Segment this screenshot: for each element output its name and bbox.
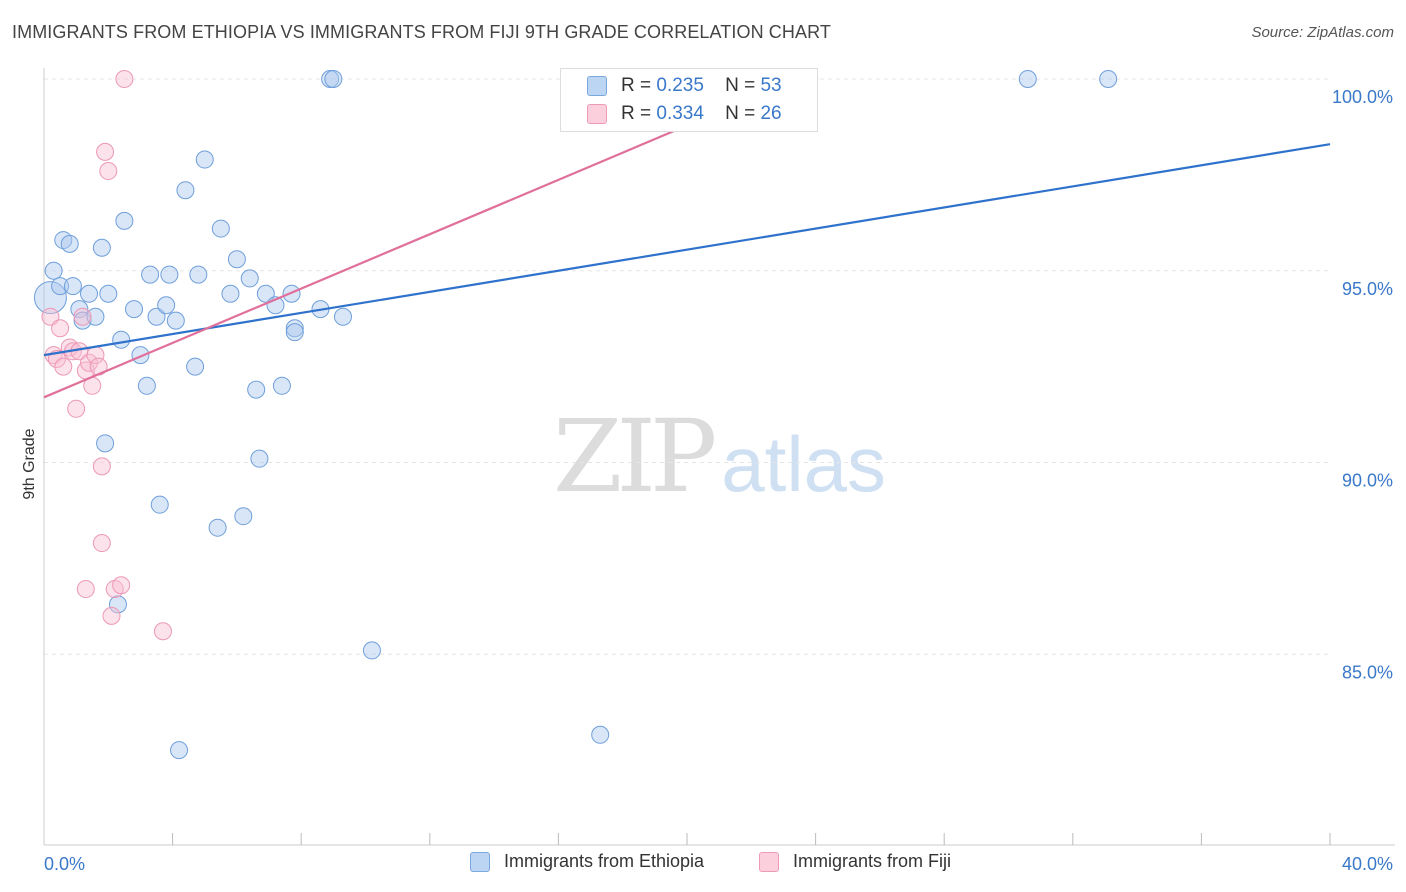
fiji-point (102, 606, 121, 625)
ethiopia-swatch (587, 76, 607, 96)
ethiopia-point (51, 277, 70, 296)
fiji-point (51, 319, 70, 338)
ethiopia-trend-line (43, 143, 1331, 357)
fiji-r-value: 0.334 (656, 103, 704, 124)
ethiopia-point (1099, 70, 1118, 88)
fiji-point (115, 70, 134, 88)
ethiopia-point (362, 641, 381, 660)
watermark: ZIP atlas (553, 398, 886, 515)
ethiopia-point (256, 284, 275, 303)
fiji-point (153, 622, 172, 641)
ethiopia-point (170, 741, 189, 760)
ethiopia-point (186, 357, 205, 376)
ethiopia-point (63, 277, 82, 296)
ethiopia-point (1018, 70, 1037, 88)
ethiopia-point (195, 150, 214, 169)
fiji-trend-line (43, 116, 707, 399)
ethiopia-point (157, 296, 176, 315)
fiji-legend-label: Immigrants from Fiji (793, 851, 952, 871)
chart-title: IMMIGRANTS FROM ETHIOPIA VS IMMIGRANTS F… (12, 22, 831, 42)
y-tick-label: 85.0% (1342, 662, 1393, 682)
ethiopia-point (115, 211, 134, 230)
series-legend: Immigrants from Ethiopia Immigrants from… (0, 851, 1406, 877)
ethiopia-point (234, 507, 253, 526)
fiji-point (67, 399, 86, 418)
ethiopia-point (33, 281, 67, 315)
legend-item-ethiopia[interactable]: Immigrants from Ethiopia (470, 851, 704, 872)
ethiopia-point (166, 311, 185, 330)
ethiopia-point (147, 307, 166, 326)
legend-item-fiji[interactable]: Immigrants from Fiji (759, 851, 951, 872)
fiji-point (54, 357, 73, 376)
fiji-legend-swatch (759, 851, 779, 872)
y-axis-title: 9th Grade (21, 428, 38, 499)
axes (43, 68, 1395, 846)
ethiopia-point (150, 495, 169, 514)
fiji-point (41, 307, 60, 326)
ethiopia-point (189, 265, 208, 284)
ethiopia-point (176, 181, 195, 200)
y-tick-label: 100.0% (1332, 87, 1393, 107)
x-tick-label: 40.0% (1342, 854, 1393, 874)
ethiopia-point (285, 319, 304, 338)
fiji-point (92, 534, 111, 553)
ethiopia-point (108, 595, 127, 614)
fiji-points (41, 70, 632, 641)
ethiopia-r-label: R = (621, 75, 652, 96)
ethiopia-point (80, 284, 99, 303)
ethiopia-point (221, 284, 240, 303)
fiji-n-label: N = (725, 103, 756, 124)
ethiopia-point (208, 518, 227, 537)
source-label: Source: ZipAtlas.com (1251, 24, 1394, 41)
ethiopia-legend-swatch (470, 851, 490, 872)
fiji-point (96, 142, 115, 161)
ethiopia-point (141, 265, 160, 284)
ethiopia-point (333, 307, 352, 326)
fiji-point (92, 457, 111, 476)
fiji-point (76, 580, 95, 599)
ethiopia-point (247, 380, 266, 399)
ethiopia-point (44, 261, 63, 280)
legend-row-fiji: R = 0.334 N = 26 (587, 101, 782, 127)
fiji-n-value: 26 (760, 103, 782, 124)
stats-legend: R = 0.235 N = 53 R = 0.334 N = 26 (560, 68, 818, 132)
ethiopia-point (272, 376, 291, 395)
ethiopia-n-value: 53 (760, 75, 782, 96)
fiji-point (80, 353, 99, 372)
ethiopia-point (211, 219, 230, 238)
ethiopia-point (99, 284, 118, 303)
fiji-point (112, 576, 131, 595)
fiji-r-label: R = (621, 103, 652, 124)
ethiopia-point (86, 307, 105, 326)
tick-labels: 100.0% 95.0% 90.0% 85.0% 0.0% 40.0% (44, 87, 1393, 874)
fiji-point (99, 162, 118, 181)
ethiopia-point (250, 449, 269, 468)
x-tick-label: 0.0% (44, 854, 85, 874)
ethiopia-point (160, 265, 179, 284)
ethiopia-point (125, 300, 144, 319)
ethiopia-point (227, 250, 246, 269)
y-tick-label: 95.0% (1342, 279, 1393, 299)
watermark-atlas: atlas (721, 420, 887, 508)
fiji-swatch (587, 104, 607, 124)
ethiopia-r-value: 0.235 (656, 75, 704, 96)
ethiopia-point (591, 725, 610, 744)
ethiopia-point (112, 330, 131, 349)
y-tick-label: 90.0% (1342, 471, 1393, 491)
ethiopia-point (240, 269, 259, 288)
ethiopia-point (96, 434, 115, 453)
ethiopia-point (137, 376, 156, 395)
ethiopia-n-label: N = (725, 75, 756, 96)
watermark-zip: ZIP (553, 398, 717, 515)
grid-lines (44, 78, 1330, 655)
ethiopia-point (60, 234, 79, 253)
ethiopia-point (92, 238, 111, 257)
ethiopia-point (285, 323, 304, 342)
ethiopia-point (324, 70, 343, 88)
ethiopia-legend-label: Immigrants from Ethiopia (504, 851, 705, 871)
legend-row-ethiopia: R = 0.235 N = 53 (587, 73, 782, 99)
fiji-point (73, 307, 92, 326)
trend-lines (43, 116, 1331, 399)
